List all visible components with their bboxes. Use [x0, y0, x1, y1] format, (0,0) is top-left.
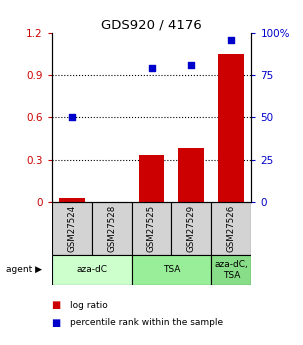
Bar	[132, 202, 171, 255]
Bar	[211, 202, 251, 255]
Bar	[171, 202, 211, 255]
Point	[229, 37, 234, 42]
Bar	[52, 255, 132, 285]
Text: agent ▶: agent ▶	[6, 265, 42, 275]
Bar	[58, 198, 85, 202]
Bar	[52, 202, 92, 255]
Text: percentile rank within the sample: percentile rank within the sample	[70, 318, 223, 327]
Point	[189, 62, 194, 68]
Point	[149, 66, 154, 71]
Text: TSA: TSA	[163, 265, 180, 275]
Text: GSM27526: GSM27526	[227, 205, 236, 252]
Text: GSM27528: GSM27528	[107, 205, 116, 252]
Bar	[138, 155, 165, 202]
Text: aza-dC,
TSA: aza-dC, TSA	[215, 260, 248, 280]
Title: GDS920 / 4176: GDS920 / 4176	[101, 19, 202, 32]
Bar	[211, 255, 251, 285]
Text: ■: ■	[52, 300, 61, 310]
Text: GSM27524: GSM27524	[67, 205, 76, 252]
Text: log ratio: log ratio	[70, 301, 108, 310]
Bar	[92, 202, 132, 255]
Text: ■: ■	[52, 318, 61, 327]
Point	[69, 115, 74, 120]
Text: aza-dC: aza-dC	[76, 265, 107, 275]
Text: GSM27525: GSM27525	[147, 205, 156, 252]
Bar	[178, 148, 205, 202]
Bar	[132, 255, 211, 285]
Text: GSM27529: GSM27529	[187, 205, 196, 252]
Bar	[218, 54, 245, 202]
